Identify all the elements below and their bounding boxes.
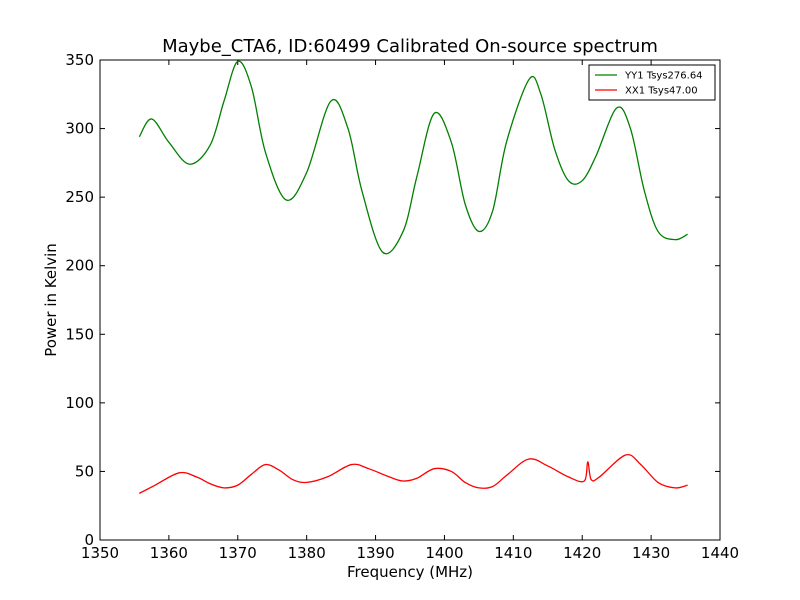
y-tick-label: 150: [65, 325, 94, 343]
x-tick-label: 1400: [425, 544, 463, 562]
y-tick-label: 0: [84, 531, 94, 549]
y-tick-label: 100: [65, 394, 94, 412]
chart-title: Maybe_CTA6, ID:60499 Calibrated On-sourc…: [162, 36, 658, 57]
y-tick-label: 300: [65, 120, 94, 138]
x-tick-label: 1360: [150, 544, 188, 562]
legend: YY1 Tsys276.64 XX1 Tsys47.00: [588, 64, 716, 101]
x-axis-label: Frequency (MHz): [347, 563, 473, 581]
legend-box: [588, 64, 716, 101]
y-axis-label: Power in Kelvin: [42, 243, 60, 357]
x-tick-label: 1350: [81, 544, 119, 562]
y-tick-label: 350: [65, 51, 94, 69]
y-tick-label: 250: [65, 188, 94, 206]
series-line-2: [138, 453, 688, 494]
y-axis: 0 50 100 150 200 250 300 350: [65, 51, 720, 549]
legend-label: YY1 Tsys276.64: [624, 71, 703, 82]
legend-label: XX1 Tsys47.00: [625, 86, 698, 97]
y-tick-label: 50: [75, 462, 94, 480]
plot-lines: [138, 60, 688, 494]
series-line-1: [138, 60, 688, 255]
x-axis: 1350 1360 1370 1380 1390 1400 1410 1420 1430 1440: [81, 60, 739, 562]
x-tick-label: 1390: [356, 544, 394, 562]
x-tick-label: 1420: [563, 544, 601, 562]
x-tick-label: 1370: [219, 544, 257, 562]
y-tick-label: 200: [65, 257, 94, 275]
x-tick-label: 1380: [288, 544, 326, 562]
x-tick-label: 1440: [701, 544, 739, 562]
x-tick-label: 1410: [494, 544, 532, 562]
plot-frame: [99, 59, 721, 541]
x-tick-label: 1430: [632, 544, 670, 562]
